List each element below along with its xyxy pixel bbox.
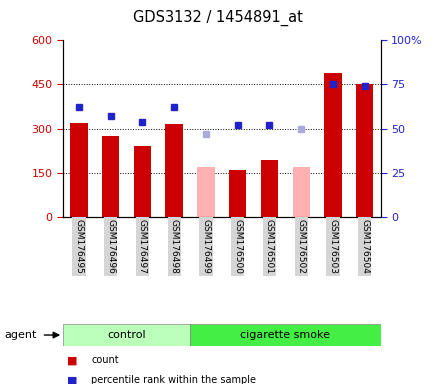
Bar xyxy=(260,160,278,217)
Bar xyxy=(323,73,341,217)
Text: GDS3132 / 1454891_at: GDS3132 / 1454891_at xyxy=(132,10,302,26)
Text: cigarette smoke: cigarette smoke xyxy=(240,330,329,340)
Bar xyxy=(355,84,373,217)
Text: GSM176496: GSM176496 xyxy=(106,219,115,274)
Text: percentile rank within the sample: percentile rank within the sample xyxy=(91,375,256,384)
Text: ■: ■ xyxy=(67,375,78,384)
Text: GSM176500: GSM176500 xyxy=(233,219,242,274)
Text: GSM176501: GSM176501 xyxy=(264,219,273,274)
Text: control: control xyxy=(107,330,145,340)
Text: GSM176499: GSM176499 xyxy=(201,219,210,274)
Bar xyxy=(228,170,246,217)
Bar xyxy=(165,124,183,217)
Text: count: count xyxy=(91,355,119,365)
Bar xyxy=(133,146,151,217)
Text: GSM176503: GSM176503 xyxy=(328,219,337,274)
Text: GSM176498: GSM176498 xyxy=(169,219,178,274)
Text: ■: ■ xyxy=(67,355,78,365)
Text: GSM176504: GSM176504 xyxy=(359,219,368,274)
Text: agent: agent xyxy=(4,330,36,340)
Bar xyxy=(190,324,380,346)
Text: GSM176495: GSM176495 xyxy=(74,219,83,274)
Bar xyxy=(102,136,119,217)
Bar xyxy=(63,324,190,346)
Text: GSM176502: GSM176502 xyxy=(296,219,305,274)
Text: GSM176497: GSM176497 xyxy=(138,219,147,274)
Bar xyxy=(197,167,214,217)
Bar xyxy=(70,123,88,217)
Bar xyxy=(292,167,309,217)
